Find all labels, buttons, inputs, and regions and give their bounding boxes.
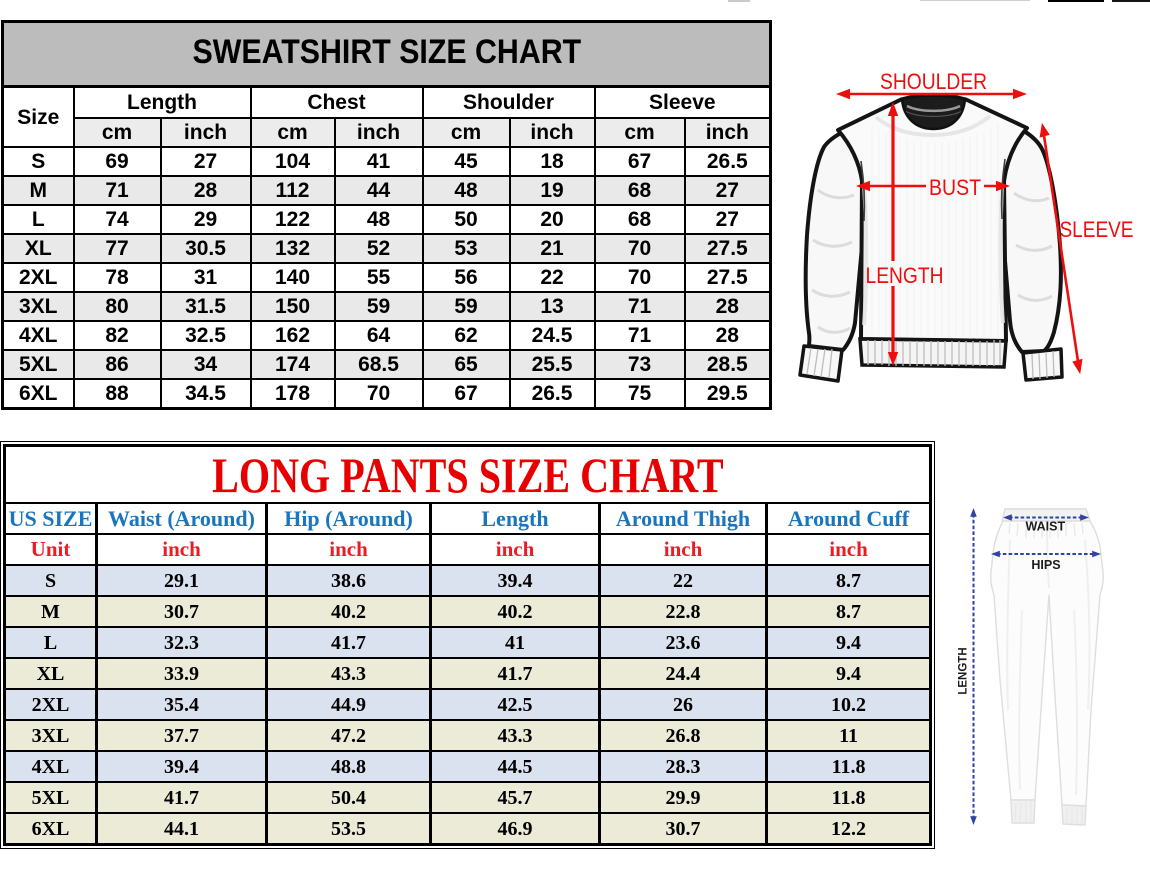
svg-text:HIPS: HIPS <box>1031 558 1060 572</box>
svg-text:BUST: BUST <box>929 175 981 200</box>
svg-text:SHOULDER: SHOULDER <box>880 69 987 94</box>
svg-text:WAIST: WAIST <box>1026 520 1066 534</box>
svg-text:LENGTH: LENGTH <box>958 647 970 694</box>
svg-text:SLEEVE: SLEEVE <box>1060 217 1134 242</box>
svg-text:LENGTH: LENGTH <box>866 263 944 288</box>
